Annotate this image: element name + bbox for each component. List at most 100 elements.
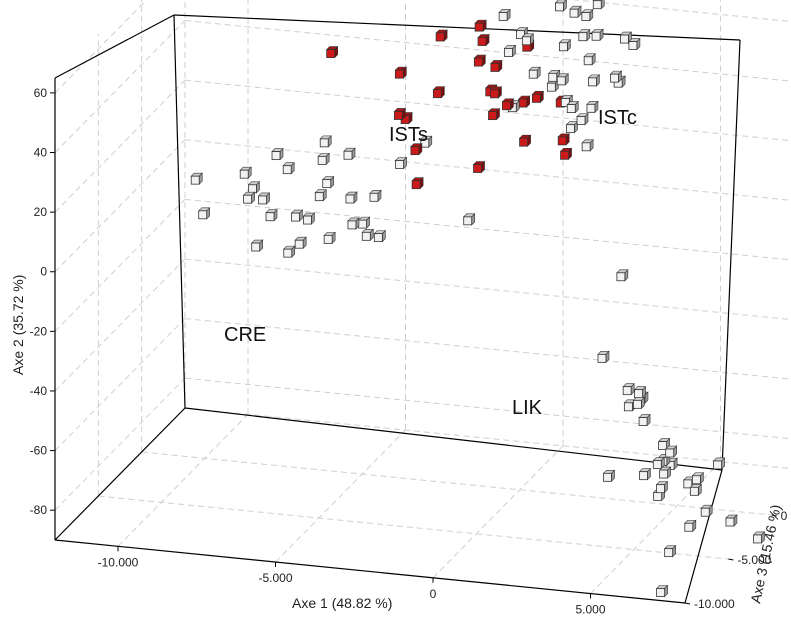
x-tick-label: -10.000	[98, 555, 139, 569]
data-point	[583, 53, 596, 66]
data-point	[664, 445, 678, 458]
data-point	[531, 90, 545, 104]
data-point	[322, 175, 335, 189]
y-tick-label: 0	[40, 265, 47, 279]
z-tick-label: -5.000	[737, 553, 771, 567]
data-point	[684, 519, 697, 532]
grid-line-y-back	[184, 79, 791, 142]
data-point	[347, 217, 360, 230]
data-point	[432, 85, 446, 99]
data-point	[565, 120, 579, 134]
frame-edge	[684, 469, 723, 604]
data-point	[369, 189, 382, 203]
data-point	[472, 160, 486, 174]
z-tick-label: -10.000	[694, 597, 735, 611]
data-point	[658, 466, 672, 479]
y-tick-label: -20	[30, 324, 48, 338]
data-point	[655, 480, 669, 494]
x-tick-label: 5.000	[575, 603, 605, 617]
data-point	[265, 208, 278, 222]
data-point	[498, 8, 511, 22]
data-point	[420, 135, 433, 148]
z-tick-mark	[728, 558, 734, 561]
data-point	[581, 139, 594, 152]
z-tick-mark	[771, 514, 777, 517]
group-label: ISTs	[389, 124, 428, 146]
data-point	[700, 504, 713, 517]
data-point	[689, 483, 703, 497]
y-tick-label: -80	[30, 503, 48, 517]
data-point	[628, 37, 641, 51]
data-point	[314, 188, 327, 202]
grid-line-y-back	[184, 318, 791, 380]
frame-edge	[54, 539, 686, 604]
data-point	[394, 66, 408, 79]
frame-edge	[173, 14, 741, 41]
data-point	[294, 236, 307, 249]
grid-line-x-floor	[432, 445, 564, 579]
data-point	[546, 79, 560, 92]
data-point	[302, 212, 316, 225]
grid-line-y-back	[184, 198, 791, 261]
grid-line-y-back	[184, 377, 791, 440]
grid-line-z-floor	[141, 451, 772, 516]
grid-line-y-back	[184, 139, 791, 201]
data-point	[632, 396, 646, 410]
data-point	[477, 33, 490, 47]
grid-line-x-floor	[117, 413, 249, 547]
grid-line-y-side	[54, 139, 186, 273]
data-point	[489, 86, 503, 99]
frame-edge	[54, 14, 175, 79]
data-point	[271, 147, 284, 161]
data-point	[725, 514, 738, 527]
grid-line-z-floor	[184, 407, 791, 470]
data-point	[247, 181, 261, 194]
data-point	[569, 5, 582, 18]
data-point	[663, 544, 677, 558]
x-tick-label: -5.000	[258, 571, 292, 585]
data-point	[373, 229, 387, 243]
data-point	[633, 385, 647, 399]
data-point	[317, 152, 330, 166]
y-tick-label: 20	[34, 205, 48, 219]
axes-frame	[54, 14, 741, 604]
data-point	[190, 172, 203, 185]
data-point	[622, 382, 635, 396]
data-point	[554, 0, 567, 12]
data-point	[566, 100, 579, 114]
data-point	[394, 156, 408, 170]
data-point	[557, 133, 570, 146]
data-point	[290, 209, 304, 222]
y-axis-title: Axe 2 (35.72 %)	[10, 275, 26, 375]
data-point	[587, 74, 601, 87]
data-point	[343, 147, 356, 160]
data-point	[503, 44, 517, 58]
data-point	[282, 161, 295, 175]
data-points	[190, 0, 766, 598]
grid-line-y-side	[54, 199, 186, 332]
grid-line-y-side	[54, 258, 186, 392]
data-point	[528, 66, 541, 79]
frame-edge	[54, 407, 186, 541]
grid-line-y-back	[184, 258, 791, 321]
data-point	[490, 59, 503, 73]
data-point	[652, 456, 666, 470]
group-label: LIK	[512, 397, 543, 419]
group-label: ISTc	[598, 107, 637, 129]
z-tick-label: 0	[781, 509, 788, 523]
data-point	[323, 231, 336, 245]
data-point	[691, 472, 705, 485]
z-tick-mark	[684, 602, 691, 605]
data-point	[487, 107, 501, 121]
data-point	[556, 73, 569, 86]
y-tick-label: -40	[30, 384, 48, 398]
data-point	[559, 147, 573, 161]
data-point	[558, 39, 572, 52]
data-point	[319, 135, 332, 148]
data-point	[257, 192, 271, 205]
data-point	[517, 95, 531, 108]
data-point	[638, 413, 651, 427]
data-point	[616, 269, 629, 282]
data-point	[239, 166, 252, 179]
grid-line-y-side	[54, 0, 148, 94]
